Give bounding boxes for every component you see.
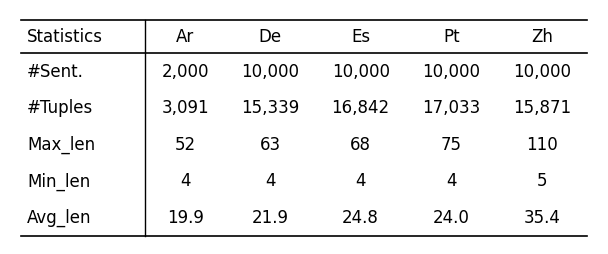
Text: Min_len: Min_len	[27, 172, 90, 190]
Text: 24.8: 24.8	[342, 209, 379, 227]
Text: 10,000: 10,000	[513, 63, 571, 81]
Text: 19.9: 19.9	[167, 209, 204, 227]
Text: 5: 5	[537, 172, 547, 190]
Text: 68: 68	[350, 136, 371, 154]
Text: 4: 4	[180, 172, 190, 190]
Text: 21.9: 21.9	[252, 209, 289, 227]
Text: 4: 4	[264, 172, 275, 190]
Text: Avg_len: Avg_len	[27, 209, 91, 227]
Text: De: De	[258, 28, 282, 46]
Text: 4: 4	[356, 172, 366, 190]
Text: 2,000: 2,000	[161, 63, 209, 81]
Text: Statistics: Statistics	[27, 28, 103, 46]
Text: 110: 110	[526, 136, 558, 154]
Text: 10,000: 10,000	[422, 63, 480, 81]
Text: Ar: Ar	[176, 28, 194, 46]
Text: 35.4: 35.4	[523, 209, 561, 227]
Text: Es: Es	[351, 28, 370, 46]
Text: 3,091: 3,091	[161, 99, 209, 117]
Text: #Tuples: #Tuples	[27, 99, 93, 117]
Text: 10,000: 10,000	[241, 63, 299, 81]
Text: 15,871: 15,871	[513, 99, 571, 117]
Text: Zh: Zh	[531, 28, 553, 46]
Text: 52: 52	[174, 136, 196, 154]
Text: Max_len: Max_len	[27, 136, 95, 154]
Text: 63: 63	[260, 136, 280, 154]
Text: 15,339: 15,339	[241, 99, 299, 117]
Text: 16,842: 16,842	[331, 99, 390, 117]
Text: 17,033: 17,033	[422, 99, 480, 117]
Text: #Sent.: #Sent.	[27, 63, 84, 81]
Text: 4: 4	[446, 172, 457, 190]
Text: 10,000: 10,000	[331, 63, 390, 81]
Text: Pt: Pt	[443, 28, 460, 46]
Text: 75: 75	[441, 136, 461, 154]
Text: 24.0: 24.0	[433, 209, 469, 227]
